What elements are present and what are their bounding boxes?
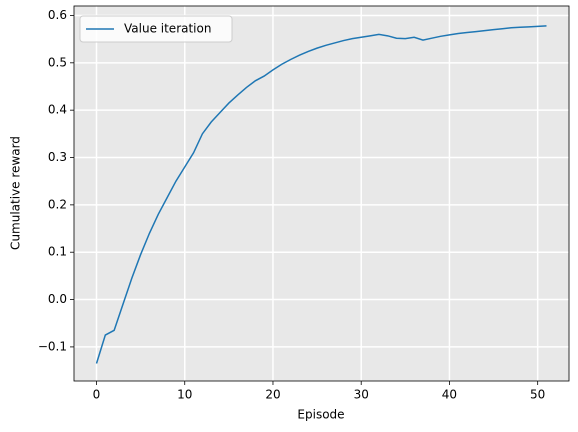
y-tick-label: 0.0 (48, 292, 67, 306)
y-tick-label: 0.6 (48, 8, 67, 22)
x-tick-label: 40 (442, 388, 457, 402)
x-tick-label: 0 (93, 388, 101, 402)
x-tick-label: 30 (354, 388, 369, 402)
y-tick-label: 0.3 (48, 150, 67, 164)
legend-box (79, 15, 233, 43)
line (95, 25, 547, 364)
x-tick-label: 50 (530, 388, 545, 402)
legend-label: Value iteration (124, 22, 211, 36)
axes-frame (73, 5, 570, 382)
x-tick-label: 20 (265, 388, 280, 402)
x-axis-label: Episode (297, 408, 344, 422)
plot-area (74, 6, 569, 381)
y-tick-label: 0.5 (48, 55, 67, 69)
y-tick-label: 0.2 (48, 197, 67, 211)
y-tick-label: 0.4 (48, 103, 67, 117)
y-tick-label: −0.1 (38, 339, 67, 353)
y-axis-label: Cumulative reward (9, 136, 23, 250)
y-tick-label: 0.1 (48, 245, 67, 259)
x-tick-label: 10 (177, 388, 192, 402)
